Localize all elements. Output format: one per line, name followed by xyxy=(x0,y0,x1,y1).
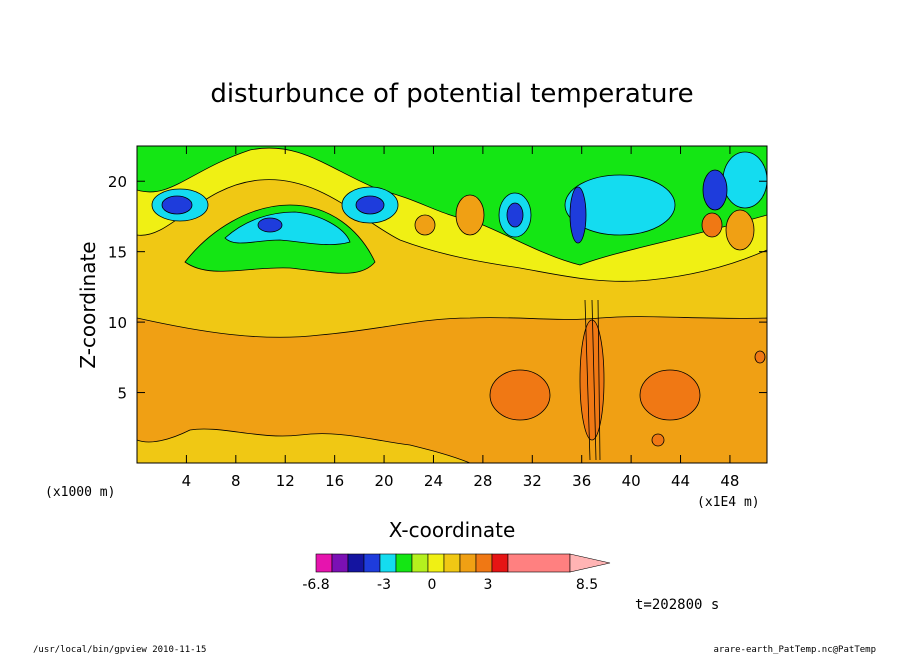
x-axis: 4 8 12 16 20 24 28 32 36 40 44 48 xyxy=(182,146,739,490)
field-bottom-band xyxy=(137,428,471,463)
colorbar-extend-arrow xyxy=(569,553,611,573)
x-tick-label: 48 xyxy=(720,472,739,490)
field-core-d-cyan xyxy=(564,174,676,236)
field-core-e-cyan xyxy=(722,151,767,209)
x-tick-label: 20 xyxy=(375,472,394,490)
footer-right: arare-earth_PatTemp.nc@PatTemp xyxy=(713,645,876,654)
x-axis-label: X-coordinate xyxy=(389,518,516,542)
field-column-lines xyxy=(584,299,601,461)
field-pos-c xyxy=(701,212,723,238)
x-units-label: (x1E4 m) xyxy=(697,495,760,510)
chart-title: disturbunce of potential temperature xyxy=(210,79,693,109)
field-orange-band xyxy=(137,316,767,463)
colorbar-swatch xyxy=(347,553,365,573)
field-patch-2 xyxy=(639,369,701,421)
field-pos-a xyxy=(455,194,485,236)
x-tick-label: 40 xyxy=(622,472,641,490)
colorbar-swatch xyxy=(491,553,509,573)
colorbar-tick-label: -3 xyxy=(377,577,391,593)
field-core-a-blue xyxy=(161,195,193,215)
colorbar-swatch xyxy=(395,553,413,573)
colorbar-swatch xyxy=(379,553,397,573)
colorbar: -6.8 -3 0 3 8.5 xyxy=(302,553,611,593)
colorbar-swatch xyxy=(427,553,445,573)
x-tick-label: 32 xyxy=(523,472,542,490)
colorbar-tick-label: 8.5 xyxy=(576,577,598,593)
colorbar-tick-label: 3 xyxy=(484,577,493,593)
plot-area xyxy=(137,146,767,463)
colorbar-swatch xyxy=(411,553,429,573)
field-patch-1 xyxy=(489,369,551,421)
x-tick-label: 4 xyxy=(182,472,192,490)
x-tick-label: 28 xyxy=(473,472,492,490)
x-tick-label: 8 xyxy=(231,472,241,490)
colorbar-swatch xyxy=(443,553,461,573)
time-label: t=202800 s xyxy=(635,597,719,613)
plot-frame xyxy=(136,145,768,464)
field-core-d-blue xyxy=(569,186,587,244)
colorbar-tick-label: 0 xyxy=(428,577,437,593)
field-pos-e xyxy=(651,433,665,447)
field-pos-f xyxy=(754,350,766,364)
x-tick-label: 44 xyxy=(671,472,690,490)
x-tick-label: 16 xyxy=(325,472,344,490)
field-core-e-blue xyxy=(702,169,728,211)
field-core-b-blue xyxy=(355,195,385,215)
colorbar-swatch xyxy=(507,553,571,573)
field-core-left-blue xyxy=(257,217,283,233)
x-tick-label: 36 xyxy=(572,472,591,490)
field-patch-center xyxy=(579,319,605,441)
field-pos-b xyxy=(725,209,755,251)
field-core-c-blue xyxy=(506,202,524,228)
colorbar-swatch xyxy=(459,553,477,573)
y-tick-label: 5 xyxy=(117,385,127,403)
y-units-label: (x1000 m) xyxy=(45,485,115,500)
footer-left: /usr/local/bin/gpview 2010-11-15 xyxy=(33,645,206,654)
x-tick-label: 24 xyxy=(424,472,443,490)
y-tick-label: 15 xyxy=(108,244,127,262)
y-axis: 5 10 15 20 xyxy=(108,173,767,403)
colorbar-tick-label: -6.8 xyxy=(302,577,329,593)
y-axis-label: Z-coordinate xyxy=(76,241,100,368)
colorbar-swatch xyxy=(331,553,349,573)
field-pos-d xyxy=(414,214,436,236)
x-tick-label: 12 xyxy=(276,472,295,490)
y-tick-label: 10 xyxy=(108,314,127,332)
colorbar-swatch xyxy=(363,553,381,573)
field-core-left-cyan xyxy=(224,211,351,245)
colorbar-swatch xyxy=(315,553,333,573)
y-tick-label: 20 xyxy=(108,173,127,191)
colorbar-swatch xyxy=(475,553,493,573)
